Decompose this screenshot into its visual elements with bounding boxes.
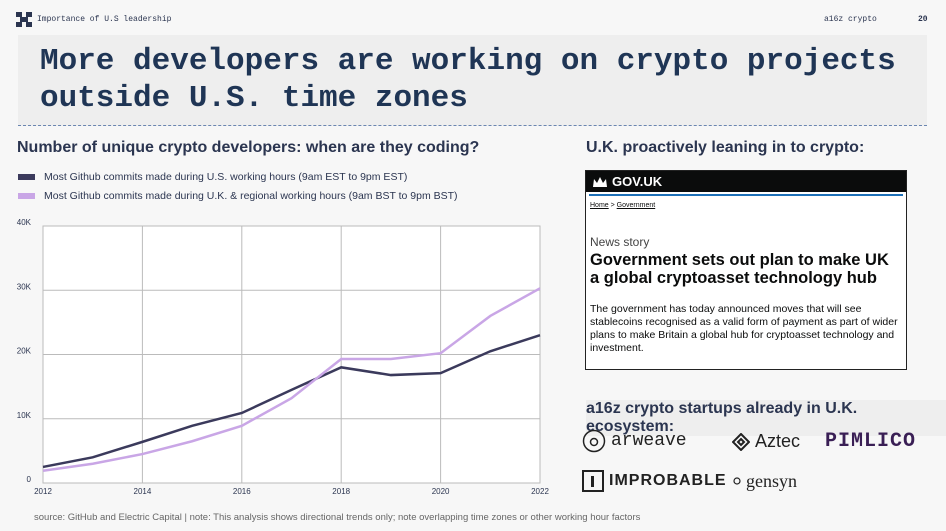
startup-name: Aztec [755, 431, 801, 451]
x-tick-label: 2012 [34, 487, 52, 496]
slide-title: More developers are working on crypto pr… [40, 44, 896, 116]
series-line [42, 287, 541, 473]
y-tick-label: 10K [17, 411, 32, 420]
startup-logo: gensyn [733, 471, 797, 492]
legend-swatch [18, 193, 35, 199]
y-tick-label: 0 [27, 475, 32, 484]
y-tick-label: 20K [17, 347, 32, 356]
ecosystem-heading: a16z crypto startups already in U.K. eco… [586, 400, 946, 436]
story-headline: Government sets out plan to make UK a gl… [590, 251, 889, 287]
startup-name: arweave [611, 431, 687, 451]
x-tick-label: 2014 [134, 487, 152, 496]
right-heading: U.K. proactively leaning in to crypto: [586, 139, 865, 156]
startup-name: IMPROBABLE [609, 472, 727, 489]
brand: a16z crypto [824, 15, 877, 24]
y-tick-label: 40K [17, 218, 32, 227]
gov-header: GOV.UK [586, 171, 906, 192]
crown-icon [593, 176, 607, 187]
startup-logo: Aztec [732, 431, 800, 452]
arweave-icon [582, 429, 606, 453]
gensyn-icon [733, 476, 741, 485]
story-body: The government has today announced moves… [590, 303, 898, 354]
x-tick-label: 2020 [432, 487, 450, 496]
startup-name: PIMLICO [825, 430, 917, 453]
chart: 0 10K 20K 30K 40K 2012 2014 2016 2018 2020 2022 Mos… [17, 171, 550, 496]
legend-label: Most Github commits made during U.K. & r… [44, 190, 458, 202]
story-kind: News story [590, 235, 650, 249]
chart-title: Number of unique crypto developers: when… [17, 139, 480, 156]
startup-logo: arweave [582, 429, 687, 453]
aztec-icon [732, 432, 750, 451]
logo-icon [16, 12, 32, 27]
x-tick-label: 2022 [531, 487, 549, 496]
improbable-icon [582, 470, 604, 492]
startup-name: gensyn [746, 471, 797, 491]
y-tick-label: 30K [17, 282, 32, 291]
section-label: Importance of U.S leadership [37, 15, 172, 24]
x-tick-label: 2018 [332, 487, 350, 496]
gov-card: GOV.UK Home > Government News story Gove… [585, 170, 907, 370]
legend-label: Most Github commits made during U.S. wor… [44, 171, 407, 183]
page-number: 20 [918, 15, 928, 24]
breadcrumb: Home > Government [590, 202, 656, 209]
x-tick-label: 2016 [233, 487, 251, 496]
series-line [42, 334, 541, 469]
breadcrumb-item[interactable]: Government [616, 202, 656, 209]
legend-swatch [18, 174, 35, 180]
title-box: More developers are working on crypto pr… [18, 35, 927, 126]
startup-logo: IMPROBABLE [582, 470, 727, 492]
breadcrumb-item[interactable]: Home [590, 202, 609, 209]
gov-brand: GOV.UK [612, 174, 663, 189]
source-note: source: GitHub and Electric Capital | no… [34, 512, 641, 523]
